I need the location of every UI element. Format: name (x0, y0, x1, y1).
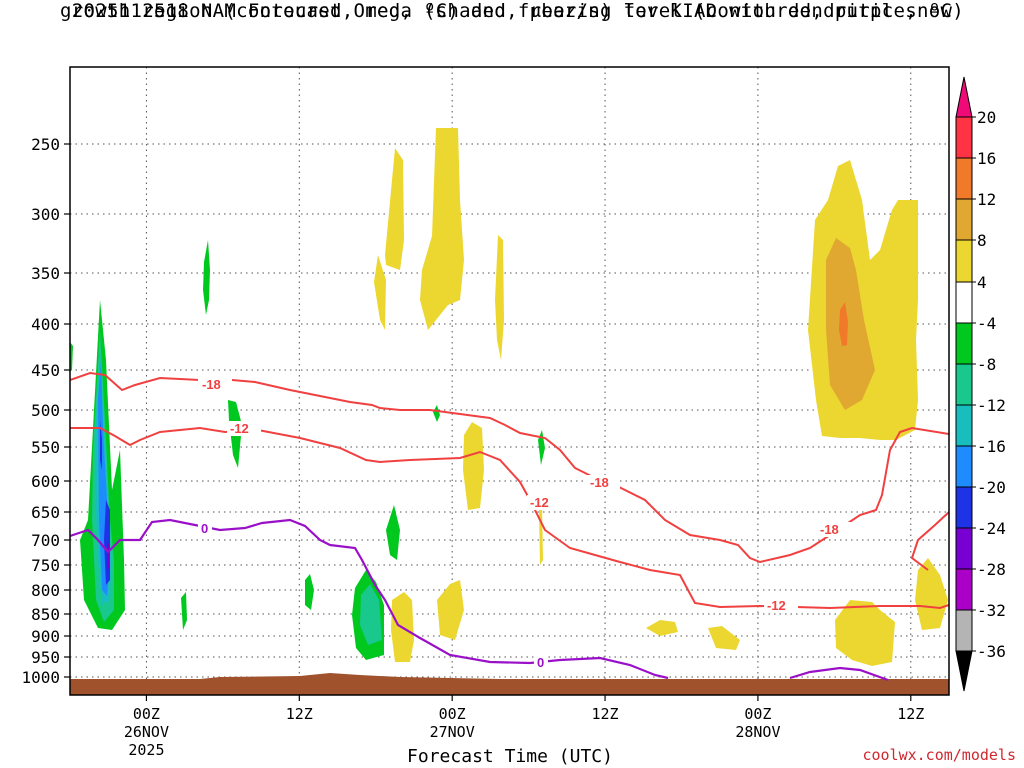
colorbar-label: 20 (977, 108, 996, 127)
x-tick-date: 27NOV (430, 723, 475, 741)
y-tick-label: 1000 (21, 668, 60, 687)
colorbar-label: 16 (977, 149, 996, 168)
omega-region-yellow-3 (420, 128, 464, 330)
x-axis-title: Forecast Time (UTC) (407, 746, 613, 767)
omega-region-yellow-5 (463, 422, 484, 510)
y-axis: 250 300 350 400 450 500 550 600 650 700 750 800 850 9… (21, 135, 70, 687)
contour-label-minus-18-a: -18 (202, 377, 221, 392)
colorbar-bottom-triangle (955, 650, 973, 692)
colorbar-label: -12 (977, 396, 1006, 415)
omega-region-early-violet (107, 540, 109, 572)
colorbar-swatch (955, 116, 973, 159)
contour-label-minus-12-b: -12 (530, 495, 549, 510)
contour-label-minus-18-b: -18 (590, 475, 609, 490)
x-tick-year: 2025 (128, 741, 164, 759)
contour-minus-12 (70, 426, 949, 610)
x-tick-label: 00Z (133, 705, 160, 723)
colorbar-swatch (955, 404, 973, 447)
y-tick-label: 650 (31, 503, 60, 522)
x-tick-label: 00Z (744, 705, 771, 723)
colorbar-swatch (955, 527, 973, 570)
colorbar-label: 4 (977, 273, 987, 292)
omega-region-yellow-1 (385, 148, 404, 270)
x-tick-label: 00Z (439, 705, 466, 723)
colorbar-label: 8 (977, 231, 987, 250)
colorbar-swatch (955, 198, 973, 241)
colorbar-label: -4 (977, 314, 996, 333)
omega-region-yellow-2 (374, 255, 386, 330)
plot-area: -18 -12 -12 -18 -18 -12 0 0 (70, 67, 949, 695)
colorbar-label: 12 (977, 190, 996, 209)
colorbar-swatch (955, 239, 973, 283)
y-tick-label: 800 (31, 581, 60, 600)
colorbar-swatch (955, 363, 973, 406)
omega-region-yellow-8 (437, 580, 464, 640)
omega-region-yellow-10 (708, 626, 740, 650)
chart-title-line-2: growth region (contoured, red, ºC) and f… (60, 0, 964, 22)
contour-label-minus-18-c: -18 (820, 522, 839, 537)
chart-title-line-1: 2025112518 NAM Forecast Omega (shaded, μ… (71, 0, 953, 22)
omega-region-green-9 (538, 430, 545, 465)
omega-region-yellow-11 (835, 600, 895, 666)
y-tick-label: 250 (31, 135, 60, 154)
y-tick-label: 500 (31, 401, 60, 420)
colorbar: 20 16 12 8 4 -4 -8 -12 -16 -20 -24 -28 -32 -36 (955, 76, 1006, 692)
omega-region-green-6 (386, 505, 400, 560)
colorbar-top-triangle (955, 76, 973, 118)
terrain (70, 673, 949, 695)
x-tick-label: 12Z (897, 705, 924, 723)
omega-region-yellow-9 (646, 620, 678, 636)
y-tick-label: 350 (31, 264, 60, 283)
y-tick-label: 300 (31, 205, 60, 224)
colorbar-label: -16 (977, 437, 1006, 456)
colorbar-swatch (955, 486, 973, 529)
y-tick-label: 950 (31, 648, 60, 667)
contour-label-minus-12-c: -12 (767, 598, 786, 613)
colorbar-swatch (955, 322, 973, 365)
omega-region-green-2 (203, 240, 210, 315)
omega-region-green-4 (181, 592, 187, 630)
colorbar-label: -32 (977, 601, 1006, 620)
colorbar-label: -36 (977, 642, 1006, 661)
colorbar-swatch (955, 568, 973, 611)
y-tick-label: 450 (31, 361, 60, 380)
contour-label-zero-b: 0 (537, 655, 544, 670)
omega-region-green-5 (305, 574, 314, 610)
colorbar-swatch (955, 445, 973, 488)
y-tick-label: 600 (31, 472, 60, 491)
plot-frame (69, 66, 950, 696)
credit-text: coolwx.com/models (862, 746, 1016, 764)
x-tick-date: 26NOV (124, 723, 169, 741)
y-tick-label: 850 (31, 605, 60, 624)
colorbar-swatch (955, 157, 973, 200)
colorbar-label: -24 (977, 519, 1006, 538)
y-tick-label: 400 (31, 315, 60, 334)
contour-minus-12-right (910, 511, 949, 571)
y-tick-label: 550 (31, 438, 60, 457)
y-tick-label: 750 (31, 556, 60, 575)
omega-region-yellow-12 (915, 558, 948, 630)
colorbar-swatch (955, 281, 973, 324)
omega-region-teal-7 (360, 584, 382, 645)
colorbar-label: -8 (977, 355, 996, 374)
omega-region-orange-main (839, 302, 848, 346)
omega-region-yellow-4 (495, 235, 504, 360)
x-tick-label: 12Z (591, 705, 618, 723)
y-tick-label: 900 (31, 627, 60, 646)
contour-label-zero-a: 0 (201, 521, 208, 536)
colorbar-label: -20 (977, 478, 1006, 497)
contour-label-minus-12-a: -12 (230, 421, 249, 436)
y-tick-label: 700 (31, 531, 60, 550)
x-tick-label: 12Z (286, 705, 313, 723)
colorbar-label: -28 (977, 560, 1006, 579)
omega-region-green-8 (433, 405, 440, 422)
omega-region-gold-main (826, 238, 875, 410)
x-tick-date: 28NOV (735, 723, 780, 741)
colorbar-swatch (955, 609, 973, 652)
contour-labels: -18 -12 -12 -18 -18 -12 0 0 (198, 377, 851, 670)
